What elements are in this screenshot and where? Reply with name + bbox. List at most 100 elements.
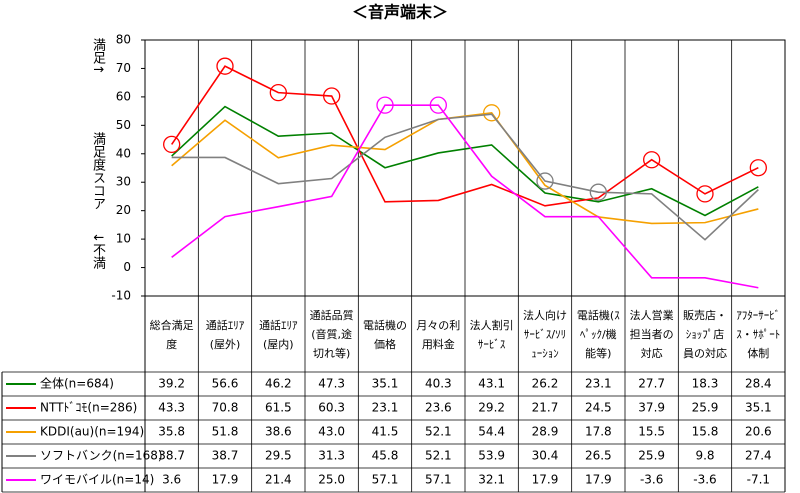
x-tick-label: 販売店・ｼｮｯﾌﾟ店員の対応 bbox=[682, 309, 727, 360]
series-line bbox=[171, 105, 759, 217]
table-value: 21.7 bbox=[532, 401, 559, 415]
table-value: 30.4 bbox=[532, 449, 559, 463]
table-value: 32.1 bbox=[478, 473, 505, 487]
table-value: -7.1 bbox=[747, 473, 770, 487]
x-tick-label: 総合満足度 bbox=[149, 318, 194, 351]
table-value: 43.0 bbox=[318, 425, 345, 439]
table-value: 46.2 bbox=[265, 377, 292, 391]
legend-label: ソフトバンク(n=168) bbox=[40, 449, 163, 463]
highlight-marker bbox=[643, 151, 661, 169]
table-value: 54.4 bbox=[478, 425, 505, 439]
highlight-marker bbox=[163, 135, 181, 154]
table-value: 43.3 bbox=[158, 401, 185, 415]
table-value: 15.8 bbox=[692, 425, 719, 439]
highlight-marker bbox=[376, 96, 394, 114]
table-value: 17.8 bbox=[585, 425, 612, 439]
table-value: 23.1 bbox=[372, 401, 399, 415]
highlight-marker bbox=[483, 104, 501, 122]
table-value: 53.9 bbox=[478, 449, 505, 463]
table-value: 28.4 bbox=[745, 377, 772, 391]
table-value: 40.3 bbox=[425, 377, 452, 391]
table-value: 56.6 bbox=[212, 377, 239, 391]
y-tick-label: 20 bbox=[116, 203, 131, 217]
highlight-marker bbox=[269, 83, 287, 102]
y-tick-label: 40 bbox=[116, 146, 131, 160]
table-value: 47.3 bbox=[318, 377, 345, 391]
table-value: 35.1 bbox=[372, 377, 399, 391]
series-line bbox=[171, 113, 759, 241]
table-value: 60.3 bbox=[318, 401, 345, 415]
x-tick-label: 法人割引ｻｰﾋﾞｽ bbox=[469, 318, 514, 351]
x-tick-label: 電話機(ｽﾍﾟｯｸ/機能等) bbox=[576, 309, 620, 360]
x-tick-label: 電話機の価格 bbox=[362, 318, 407, 351]
x-tick-label: 法人向けｻｰﾋﾞｽ/ｿﾘｭｰｼｮﾝ bbox=[522, 309, 567, 360]
x-tick-label: 月々の利用料金 bbox=[416, 318, 461, 351]
y-tick-label: 0 bbox=[123, 260, 131, 274]
highlight-marker bbox=[323, 87, 341, 105]
table-value: 38.7 bbox=[158, 449, 185, 463]
highlight-marker bbox=[536, 172, 554, 190]
x-tick-label: 通話ｴﾘｱ(屋内) bbox=[259, 318, 298, 351]
table-value: -3.6 bbox=[640, 473, 663, 487]
y-axis-label: 満足↑ bbox=[90, 38, 105, 75]
table-value: 51.8 bbox=[212, 425, 239, 439]
table-value: 17.9 bbox=[212, 473, 239, 487]
highlight-marker bbox=[696, 185, 714, 203]
series-line bbox=[171, 104, 759, 289]
table-value: 29.5 bbox=[265, 449, 292, 463]
table-value: 52.1 bbox=[425, 425, 452, 439]
y-tick-label: 50 bbox=[116, 118, 131, 132]
table-value: 24.5 bbox=[585, 401, 612, 415]
legend-label: KDDI(au)(n=194) bbox=[40, 425, 144, 439]
table-value: 31.3 bbox=[318, 449, 345, 463]
table-value: 29.2 bbox=[478, 401, 505, 415]
y-tick-label: 10 bbox=[116, 232, 131, 246]
table-value: 70.8 bbox=[212, 401, 239, 415]
highlight-marker bbox=[216, 57, 234, 75]
table-value: 18.3 bbox=[692, 377, 719, 391]
table-value: 37.9 bbox=[638, 401, 665, 415]
x-tick-label: 通話品質(音質,途切れ等) bbox=[309, 309, 354, 360]
highlight-marker bbox=[589, 183, 607, 201]
table-value: 17.9 bbox=[585, 473, 612, 487]
chart-title: ＜音声端末＞ bbox=[352, 3, 448, 22]
table-value: 23.6 bbox=[425, 401, 452, 415]
x-tick-label: ｱﾌﾀｰｻｰﾋﾞｽ・ｻﾎﾟｰﾄ体制 bbox=[736, 309, 781, 360]
y-tick-label: 60 bbox=[116, 89, 131, 103]
table-value: 38.6 bbox=[265, 425, 292, 439]
legend-label: 全体(n=684) bbox=[40, 376, 114, 391]
table-value: 38.7 bbox=[212, 449, 239, 463]
table-value: 35.1 bbox=[745, 401, 772, 415]
table-value: 27.7 bbox=[638, 377, 665, 391]
table-value: -3.6 bbox=[693, 473, 716, 487]
y-axis-label: ↓不満 bbox=[90, 232, 105, 269]
y-tick-label: 70 bbox=[116, 61, 131, 75]
highlight-marker bbox=[429, 96, 447, 114]
table-value: 17.9 bbox=[532, 473, 559, 487]
table-value: 9.8 bbox=[695, 449, 714, 463]
table-value: 41.5 bbox=[372, 425, 399, 439]
table-value: 35.8 bbox=[158, 425, 185, 439]
legend-label: ワイモバイル(n=14) bbox=[40, 473, 154, 487]
table-value: 23.1 bbox=[585, 377, 612, 391]
table-value: 45.8 bbox=[372, 449, 399, 463]
table-value: 57.1 bbox=[425, 473, 452, 487]
highlight-marker bbox=[749, 159, 767, 177]
y-axis-label: 満足度スコア bbox=[90, 132, 105, 210]
table-value: 20.6 bbox=[745, 425, 772, 439]
table-value: 21.4 bbox=[265, 473, 292, 487]
table-value: 61.5 bbox=[265, 401, 292, 415]
y-tick-label: 30 bbox=[116, 175, 131, 189]
x-tick-label: 通話ｴﾘｱ(屋外) bbox=[205, 318, 245, 351]
table-value: 26.2 bbox=[532, 377, 559, 391]
table-value: 25.0 bbox=[318, 473, 345, 487]
y-tick-label: -10 bbox=[111, 289, 131, 303]
series-line bbox=[171, 65, 759, 207]
table-value: 25.9 bbox=[692, 401, 719, 415]
table-value: 39.2 bbox=[158, 377, 185, 391]
table-value: 26.5 bbox=[585, 449, 612, 463]
table-value: 57.1 bbox=[372, 473, 399, 487]
y-tick-label: 80 bbox=[116, 33, 131, 47]
legend-label: NTTﾄﾞｺﾓ(n=286) bbox=[40, 401, 137, 415]
